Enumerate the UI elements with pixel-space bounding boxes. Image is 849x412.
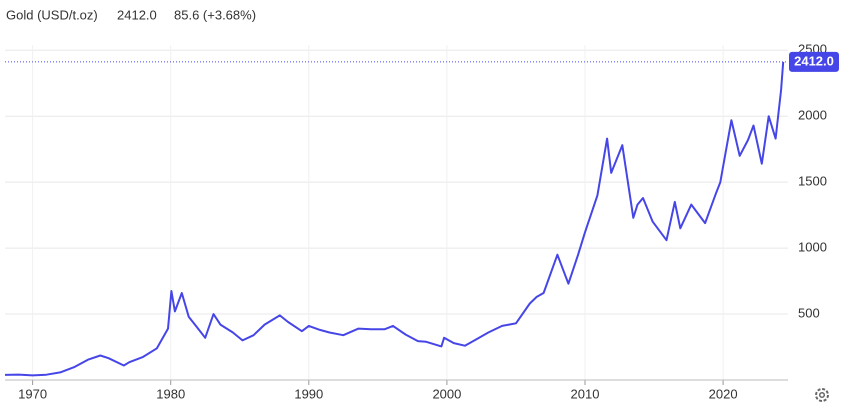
price-change: 85.6 (+3.68%) [174, 7, 256, 22]
x-tick-label: 1970 [18, 386, 47, 401]
gear-inner[interactable] [818, 391, 826, 399]
x-tick-label: 2010 [571, 386, 600, 401]
y-tick-label: 1000 [798, 240, 827, 255]
chart-title: Gold (USD/t.oz) [6, 7, 98, 22]
gear-outer[interactable] [815, 388, 829, 402]
y-tick-label: 2000 [798, 108, 827, 123]
x-tick-label: 2000 [432, 386, 461, 401]
x-tick-label: 1990 [294, 386, 323, 401]
x-tick-label: 2020 [709, 386, 738, 401]
x-tick-label: 1980 [156, 386, 185, 401]
y-tick-label: 500 [798, 305, 820, 320]
last-price-label: 2412.0 [794, 53, 834, 68]
last-price-box [789, 51, 839, 72]
y-tick-label: 1500 [798, 174, 827, 189]
last-price: 2412.0 [117, 7, 157, 22]
settings-icon[interactable] [815, 388, 829, 402]
price-line [4, 61, 785, 377]
